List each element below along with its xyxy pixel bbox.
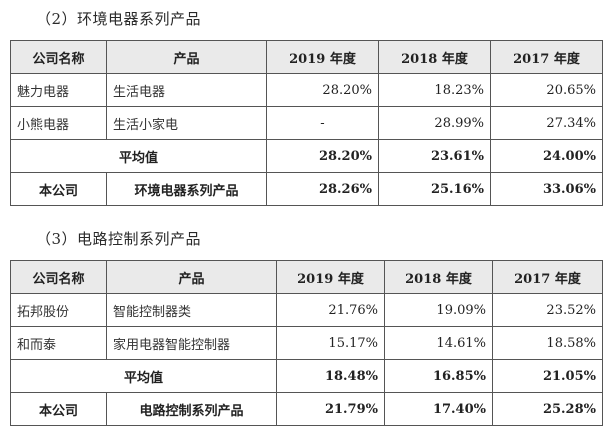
average-label: 平均值 <box>10 139 267 173</box>
header-2019: 2019 年度 <box>276 260 385 294</box>
cell-2017: 23.52% <box>492 293 603 327</box>
cell-company: 小熊电器 <box>10 106 107 140</box>
company-row: 本公司 电路控制系列产品 21.79% 17.40% 25.28% <box>10 392 603 426</box>
cell-2019: 28.20% <box>266 73 379 107</box>
company-row: 本公司 环境电器系列产品 28.26% 25.16% 33.06% <box>10 172 603 206</box>
margin-table-environment: 公司名称 产品 2019 年度 2018 年度 2017 年度 魅力电器 生活电… <box>10 40 603 206</box>
header-2018: 2018 年度 <box>384 260 493 294</box>
cell-2018: 28.99% <box>378 106 491 140</box>
average-2019: 18.48% <box>276 359 385 393</box>
company-product: 环境电器系列产品 <box>106 172 267 206</box>
company-name: 本公司 <box>10 392 107 426</box>
cell-product: 智能控制器类 <box>106 293 277 327</box>
margin-table-circuit-control: 公司名称 产品 2019 年度 2018 年度 2017 年度 拓邦股份 智能控… <box>10 260 603 426</box>
cell-product: 家用电器智能控制器 <box>106 326 277 360</box>
average-row: 平均值 28.20% 23.61% 24.00% <box>10 139 603 173</box>
cell-2018: 14.61% <box>384 326 493 360</box>
header-2019: 2019 年度 <box>266 40 379 74</box>
cell-2017: 27.34% <box>490 106 603 140</box>
table-header-row: 公司名称 产品 2019 年度 2018 年度 2017 年度 <box>10 40 603 74</box>
cell-2019: - <box>266 106 379 140</box>
header-product: 产品 <box>106 260 277 294</box>
company-2019: 28.26% <box>266 172 379 206</box>
header-2018: 2018 年度 <box>378 40 491 74</box>
average-row: 平均值 18.48% 16.85% 21.05% <box>10 359 603 393</box>
header-2017: 2017 年度 <box>490 40 603 74</box>
average-label: 平均值 <box>10 359 277 393</box>
company-2019: 21.79% <box>276 392 385 426</box>
cell-company: 魅力电器 <box>10 73 107 107</box>
header-company: 公司名称 <box>10 260 107 294</box>
header-product: 产品 <box>106 40 267 74</box>
average-2017: 24.00% <box>490 139 603 173</box>
company-2017: 25.28% <box>492 392 603 426</box>
company-2018: 17.40% <box>384 392 493 426</box>
cell-2019: 21.76% <box>276 293 385 327</box>
table-row: 小熊电器 生活小家电 - 28.99% 27.34% <box>10 106 603 140</box>
company-name: 本公司 <box>10 172 107 206</box>
section-title-environment: （2）环境电器系列产品 <box>36 10 202 28</box>
header-2017: 2017 年度 <box>492 260 603 294</box>
average-2018: 16.85% <box>384 359 493 393</box>
header-company: 公司名称 <box>10 40 107 74</box>
cell-2017: 18.58% <box>492 326 603 360</box>
cell-company: 和而泰 <box>10 326 107 360</box>
company-product: 电路控制系列产品 <box>106 392 277 426</box>
table-header-row: 公司名称 产品 2019 年度 2018 年度 2017 年度 <box>10 260 603 294</box>
table-row: 拓邦股份 智能控制器类 21.76% 19.09% 23.52% <box>10 293 603 327</box>
cell-2018: 18.23% <box>378 73 491 107</box>
cell-company: 拓邦股份 <box>10 293 107 327</box>
cell-2017: 20.65% <box>490 73 603 107</box>
cell-2018: 19.09% <box>384 293 493 327</box>
company-2018: 25.16% <box>378 172 491 206</box>
average-2019: 28.20% <box>266 139 379 173</box>
average-2017: 21.05% <box>492 359 603 393</box>
cell-2019: 15.17% <box>276 326 385 360</box>
table-row: 魅力电器 生活电器 28.20% 18.23% 20.65% <box>10 73 603 107</box>
average-2018: 23.61% <box>378 139 491 173</box>
cell-product: 生活电器 <box>106 73 267 107</box>
cell-product: 生活小家电 <box>106 106 267 140</box>
company-2017: 33.06% <box>490 172 603 206</box>
section-title-circuit-control: （3）电路控制系列产品 <box>36 230 202 248</box>
table-row: 和而泰 家用电器智能控制器 15.17% 14.61% 18.58% <box>10 326 603 360</box>
